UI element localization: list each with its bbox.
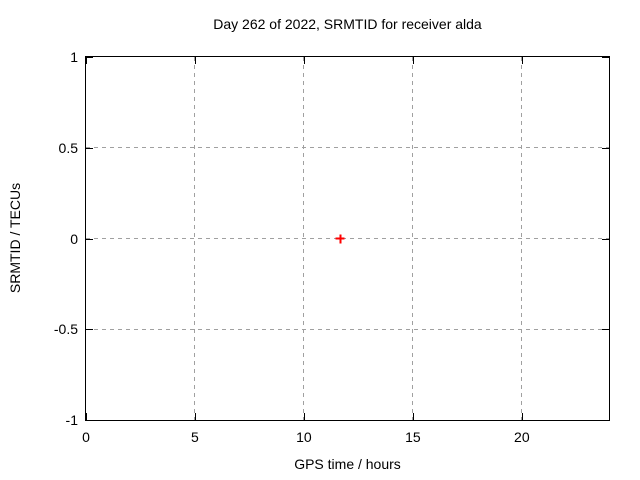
y-tick-mark-left [86, 420, 93, 421]
y-tick-label: 1 [70, 49, 78, 65]
x-tick-label: 5 [191, 429, 199, 445]
x-tick-mark-top [521, 57, 523, 64]
y-gridline [86, 147, 609, 149]
y-tick-mark-left [86, 147, 93, 149]
y-tick-mark-right [602, 147, 609, 149]
y-gridline [86, 328, 609, 330]
y-tick-mark-left [86, 57, 93, 58]
x-tick-label: 10 [296, 429, 312, 445]
y-gridline [86, 238, 609, 239]
x-axis-label: GPS time / hours [294, 456, 401, 472]
plot-area [85, 56, 610, 421]
data-point-marker [335, 234, 345, 243]
y-tick-mark-right [602, 238, 609, 240]
x-tick-label: 0 [82, 429, 90, 445]
y-tick-mark-right [602, 329, 609, 331]
x-tick-label: 15 [405, 429, 421, 445]
x-tick-mark-bottom [521, 413, 523, 420]
x-tick-mark-bottom [86, 413, 87, 420]
y-tick-label: 0.5 [58, 139, 78, 156]
y-tick-mark-left [86, 238, 93, 240]
chart-title: Day 262 of 2022, SRMTID for receiver ald… [213, 16, 482, 32]
x-tick-mark-top [412, 57, 414, 64]
marker-arm-vertical [339, 234, 342, 243]
x-tick-mark-bottom [194, 413, 196, 420]
x-tick-mark-top [303, 57, 305, 64]
y-tick-mark-right [602, 57, 609, 58]
y-tick-mark-left [86, 329, 93, 331]
x-tick-label: 20 [514, 429, 530, 445]
y-tick-label: 0 [70, 230, 78, 247]
y-tick-mark-right [602, 420, 609, 421]
x-tick-mark-bottom [412, 413, 414, 420]
x-tick-mark-bottom [303, 413, 305, 420]
y-tick-label: -1 [65, 412, 78, 428]
x-tick-mark-top [194, 57, 196, 64]
y-tick-label: -0.5 [53, 321, 78, 338]
x-tick-mark-top [86, 57, 87, 64]
